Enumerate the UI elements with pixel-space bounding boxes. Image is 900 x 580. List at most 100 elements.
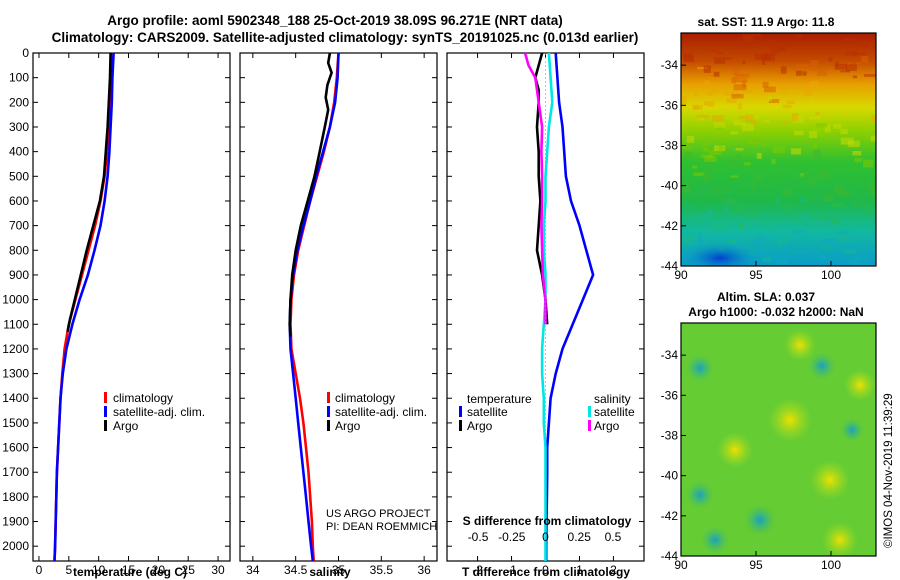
sla-anomaly-yellow [784, 329, 816, 361]
sst-cell [759, 250, 769, 255]
x-tick-label: 25 [182, 563, 196, 577]
sst-cell [840, 137, 854, 145]
legend-label-temp-satellite: satellite [467, 405, 508, 419]
sst-cell [799, 198, 807, 203]
sst-cell [739, 223, 744, 229]
sst-cell [765, 53, 776, 62]
sst-cell [852, 195, 864, 199]
sst-cell [781, 232, 787, 241]
map-y-tick-label: -36 [661, 98, 679, 112]
sst-cell [793, 115, 804, 124]
sst-cell [754, 172, 763, 181]
sst-cell [734, 122, 747, 126]
sst-cell [868, 181, 875, 189]
sla-anomaly-blue [744, 504, 776, 536]
sst-cell [729, 239, 735, 243]
sst-cell [724, 202, 732, 206]
sst-cell [812, 193, 820, 201]
sst-cell [703, 172, 711, 178]
sst-cell [844, 51, 858, 56]
sst-cell [809, 99, 813, 105]
legend-label-argo: Argo [113, 419, 139, 433]
sst-cell [817, 253, 827, 261]
sst-cell [698, 233, 702, 242]
sst-cell [769, 47, 779, 55]
y-tick-label: 1200 [2, 342, 29, 356]
sst-cell [694, 237, 699, 246]
sst-cell [696, 114, 709, 119]
sst-cell [836, 219, 847, 223]
sst-cell [703, 216, 712, 222]
sst-cell [838, 231, 849, 235]
sst-cell [872, 41, 876, 46]
sst-cell [735, 74, 748, 83]
sst-cell [751, 181, 755, 190]
sst-cell [812, 142, 817, 150]
sst-cell [852, 150, 862, 156]
sst-cell [874, 246, 876, 254]
sst-cell [734, 217, 744, 220]
sst-cell [681, 186, 691, 194]
sst-cell [831, 217, 839, 225]
sla-anomaly-blue [808, 352, 836, 380]
t-difference-axis-label: T difference from climatology [462, 565, 630, 579]
sst-cell [843, 250, 857, 254]
sla-map-subtitle: Argo h1000: -0.032 h2000: NaN [688, 305, 863, 319]
sst-cell [724, 57, 732, 60]
sst-cell [845, 64, 857, 72]
sst-cell [706, 154, 714, 159]
temperature-axis-label: temperature (deg C) [73, 565, 187, 579]
sst-cell [681, 96, 687, 104]
sst-cell [697, 117, 705, 121]
sst-cell [866, 264, 876, 266]
sst-map-frame [680, 32, 877, 267]
sst-cell [795, 64, 809, 68]
sst-heatmap [681, 33, 876, 266]
sst-cell [746, 138, 760, 145]
sst-cell [778, 239, 789, 247]
sst-cell [763, 119, 771, 123]
sst-cell [741, 123, 754, 132]
sst-cell [777, 43, 783, 50]
legend-swatch-climatology [327, 392, 330, 403]
sst-cell [833, 124, 842, 129]
sst-cell [718, 145, 723, 152]
x-tick-label: 5 [65, 563, 72, 577]
y-tick-label: 400 [9, 145, 29, 159]
sst-cell [707, 226, 720, 230]
map-x-tick-label: 90 [674, 558, 688, 572]
sst-cell [685, 236, 697, 241]
y-tick-label: 1600 [2, 441, 29, 455]
y-tick-label: 200 [9, 95, 29, 109]
sst-cell [862, 258, 868, 262]
sst-cell [817, 68, 827, 77]
x-tick-label: 35 [332, 563, 346, 577]
sst-cell [771, 158, 776, 164]
sst-cell [860, 221, 873, 225]
sst-cell [693, 90, 699, 97]
y-tick-label: 2000 [2, 539, 29, 553]
map-x-tick-label: 95 [749, 558, 763, 572]
sst-cell [745, 114, 754, 123]
sst-cell [871, 114, 876, 121]
x-tick-label: 0 [36, 563, 43, 577]
sst-cell [795, 34, 803, 38]
sst-cell [683, 52, 693, 60]
sst-cell [855, 62, 862, 65]
legend-swatch-temp-satellite [459, 406, 462, 417]
s-tick-label: 0.25 [568, 530, 592, 544]
x-tick-label: 34.5 [284, 563, 308, 577]
sst-cell [730, 175, 739, 178]
sst-cell [815, 123, 828, 128]
sla-anomaly-yellow [822, 522, 858, 556]
sst-cell [710, 49, 719, 52]
sst-cell [851, 263, 860, 266]
x-tick-label: 36 [417, 563, 431, 577]
sst-cell [842, 37, 855, 41]
legend-label-climatology: climatology [113, 391, 173, 405]
difference-legend: temperature satellite Argo salinity sate… [459, 392, 635, 433]
sst-cell [714, 227, 726, 230]
sst-cell [740, 87, 753, 93]
sst-cell [736, 154, 741, 158]
y-tick-label: 1700 [2, 465, 29, 479]
